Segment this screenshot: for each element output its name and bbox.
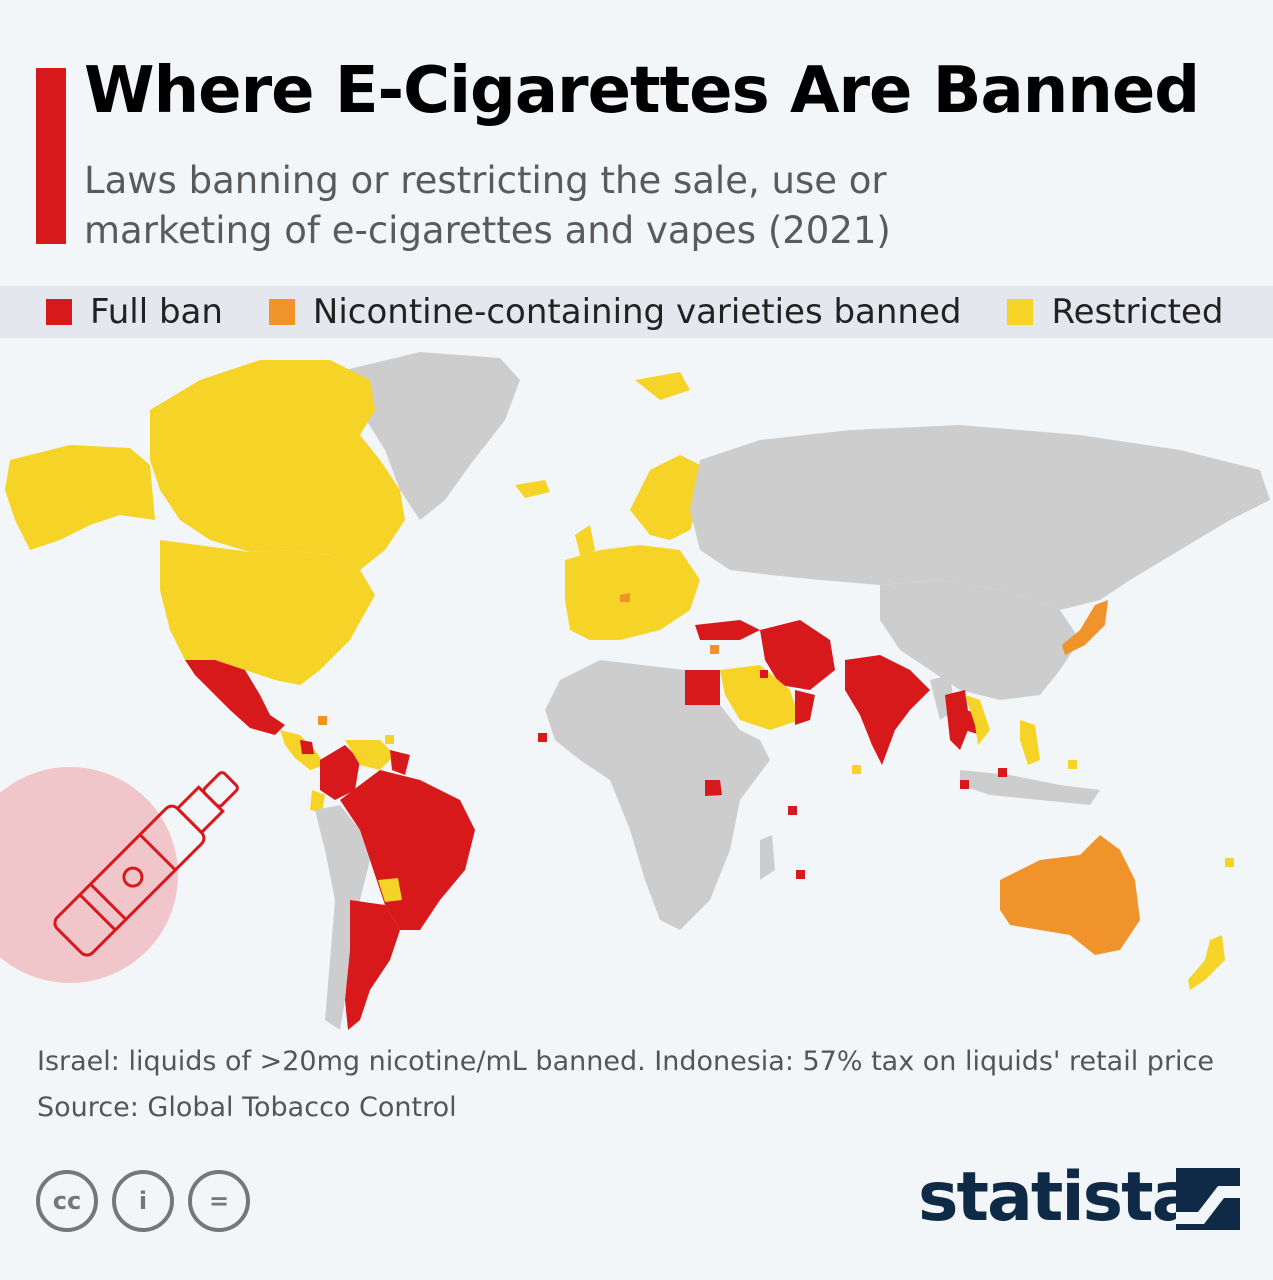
country-oman xyxy=(795,690,815,725)
country-paraguay xyxy=(378,878,402,902)
marker-maldives xyxy=(852,765,861,774)
chart-title: Where E-Cigarettes Are Banned xyxy=(84,54,1200,128)
source-line: Source: Global Tobacco Control xyxy=(37,1092,457,1123)
legend-label-nicotine-banned: Nicontine-containing varieties banned xyxy=(312,292,962,332)
country-scandinavia xyxy=(630,455,700,540)
legend: Full ban Nicontine-containing varieties … xyxy=(0,286,1273,338)
country-usa xyxy=(160,540,375,685)
marker-singapore xyxy=(960,780,969,789)
statista-logo-icon[interactable] xyxy=(1176,1168,1240,1230)
country-australia xyxy=(1000,835,1140,955)
title-accent-bar xyxy=(36,68,66,244)
country-japan xyxy=(1062,600,1108,655)
country-madagascar xyxy=(760,835,775,880)
subtitle-line-2: marketing of e-cigarettes and vapes (202… xyxy=(84,209,891,252)
statista-logo-text[interactable]: statista xyxy=(918,1158,1198,1237)
legend-label-full-ban: Full ban xyxy=(90,292,223,332)
marker-caribbean-orange xyxy=(318,716,327,725)
country-iran xyxy=(760,620,835,690)
country-new-zealand xyxy=(1188,935,1225,990)
country-uk xyxy=(575,525,595,562)
vape-pen-icon xyxy=(53,771,239,957)
legend-item-nicotine-banned: Nicontine-containing varieties banned xyxy=(268,292,962,332)
country-nicaragua xyxy=(300,740,314,754)
country-mexico xyxy=(185,660,285,735)
country-argentina xyxy=(345,900,400,1030)
country-thailand xyxy=(945,690,970,750)
legend-item-full-ban: Full ban xyxy=(46,292,223,332)
country-greenland xyxy=(345,352,520,520)
cc-icon[interactable]: cc xyxy=(36,1170,98,1232)
legend-item-restricted: Restricted xyxy=(1007,292,1224,332)
country-guyana xyxy=(390,750,410,775)
attribution-icon[interactable]: i xyxy=(112,1170,174,1232)
country-switzerland xyxy=(620,593,630,602)
footnote: Israel: liquids of >20mg nicotine/mL ban… xyxy=(37,1046,1215,1077)
marker-qatar xyxy=(760,670,768,678)
country-russia xyxy=(690,425,1270,610)
world-map xyxy=(0,352,1270,1030)
country-ecuador xyxy=(310,790,325,812)
country-peru-bolivia-chile xyxy=(315,805,370,1030)
marker-fiji xyxy=(1225,858,1234,867)
legend-swatch-nicotine-banned xyxy=(268,299,295,325)
chart-subtitle: Laws banning or restricting the sale, us… xyxy=(84,156,1084,256)
marker-palau xyxy=(1068,760,1077,769)
country-canada xyxy=(150,360,405,570)
country-philippines xyxy=(1020,720,1040,765)
country-alaska xyxy=(5,445,155,550)
marker-mauritius xyxy=(796,870,805,879)
country-colombia xyxy=(320,745,360,800)
country-india xyxy=(845,655,930,765)
legend-swatch-restricted xyxy=(1007,299,1034,325)
license-icons: cc i = xyxy=(36,1170,250,1232)
vape-circle-background xyxy=(0,767,178,983)
country-western-europe xyxy=(565,545,700,640)
country-svalbard xyxy=(635,372,690,400)
legend-swatch-full-ban xyxy=(46,299,72,325)
country-venezuela xyxy=(345,740,395,770)
no-derivatives-icon[interactable]: = xyxy=(188,1170,250,1232)
country-saudi-arabia xyxy=(720,665,800,730)
country-brazil xyxy=(340,770,475,930)
country-africa xyxy=(545,660,770,930)
marker-seychelles xyxy=(788,806,797,815)
country-vietnam xyxy=(965,695,990,745)
marker-lebanon xyxy=(710,645,719,654)
country-turkey xyxy=(695,620,760,640)
marker-caribbean-yellow xyxy=(385,735,394,744)
legend-label-restricted: Restricted xyxy=(1051,292,1224,332)
country-iceland xyxy=(515,480,550,498)
marker-brunei xyxy=(998,768,1007,777)
country-china xyxy=(880,580,1080,700)
marker-gambia xyxy=(538,733,547,742)
subtitle-line-1: Laws banning or restricting the sale, us… xyxy=(84,159,887,202)
country-indonesia xyxy=(960,770,1100,805)
country-uganda xyxy=(705,780,722,796)
country-egypt xyxy=(685,670,720,705)
